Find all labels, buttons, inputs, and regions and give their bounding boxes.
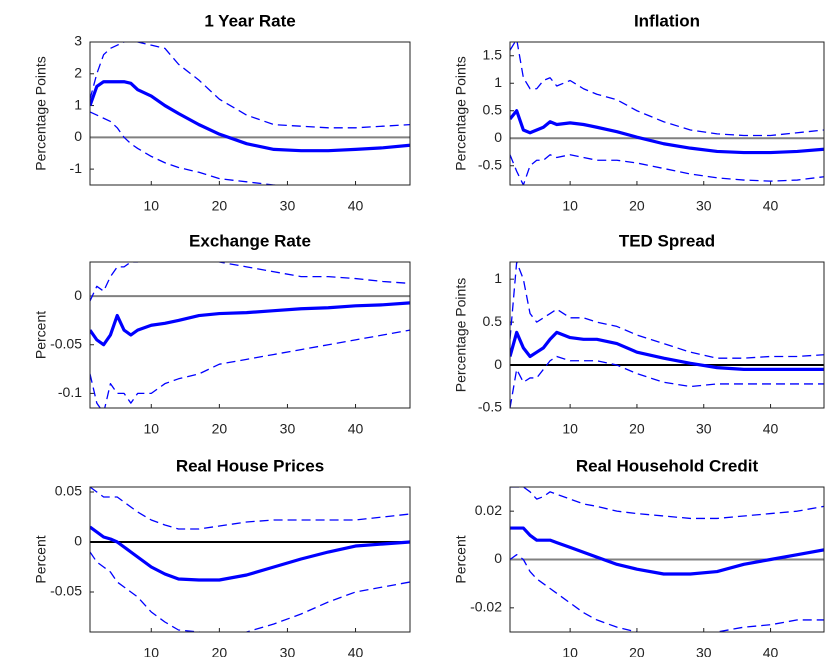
panel: Real Household Credit Percent-0.02 0 0.02 10… [453, 456, 825, 657]
x-tick-label: 20 [212, 645, 228, 657]
y-axis-label: Percentage Points [453, 278, 469, 392]
y-tick-label: -0.05 [50, 583, 82, 599]
y-tick-label: 1.5 [483, 46, 503, 62]
chart-title: Inflation [634, 11, 700, 30]
y-tick-label: 0 [494, 550, 502, 566]
axes-box [509, 261, 825, 409]
band-line [510, 42, 824, 137]
x-tick-label: 40 [763, 198, 779, 214]
panel: Exchange Rate Percent -0.1 -0.05 0 10 20 30 40 [33, 231, 411, 437]
chart-title: 1 Year Rate [204, 11, 295, 30]
x-tick-label: 40 [348, 421, 364, 437]
x-tick-label: 30 [696, 198, 712, 214]
x-tick-label: 20 [212, 421, 228, 437]
y-tick-label: 0 [494, 356, 502, 372]
x-tick-label: 30 [696, 421, 712, 437]
y-tick-label: 2 [74, 64, 82, 80]
plot-area [510, 42, 824, 185]
y-tick-label: -0.1 [58, 384, 82, 400]
chart-title: TED Spread [619, 231, 715, 250]
plot-area [90, 42, 410, 185]
x-tick-label: 40 [763, 421, 779, 437]
panel: Inflation Percentage Points -0.5 0 0.5 1 1.5 10… [453, 11, 825, 214]
y-tick-label: -0.5 [478, 399, 502, 415]
y-tick-label: 0 [494, 129, 502, 145]
y-axis-label: Percent [33, 311, 49, 359]
x-tick-label: 40 [763, 645, 779, 657]
band-line [510, 262, 824, 359]
x-tick-label: 10 [143, 645, 159, 657]
x-tick-label: 10 [143, 421, 159, 437]
band-line [90, 262, 410, 302]
band-line [90, 551, 410, 632]
x-tick-label: 10 [143, 198, 159, 214]
band-line [510, 355, 824, 408]
plot-area [510, 262, 824, 408]
median-line [510, 526, 824, 576]
plot-area [90, 487, 410, 632]
x-tick-label: 30 [280, 421, 296, 437]
x-tick-label: 10 [562, 198, 578, 214]
x-tick-label: 20 [629, 645, 645, 657]
x-tick-label: 20 [212, 198, 228, 214]
y-tick-label: -1 [70, 160, 83, 176]
y-tick-label: 0 [74, 533, 82, 549]
median-line [510, 109, 824, 155]
band-line [90, 329, 410, 408]
y-axis-label: Percent [453, 535, 469, 583]
y-tick-label: -0.5 [478, 156, 502, 172]
chart-title: Real House Prices [176, 456, 324, 475]
band-line [90, 487, 410, 530]
axes-box [89, 261, 411, 409]
y-tick-label: 1 [494, 270, 502, 286]
x-tick-label: 20 [629, 198, 645, 214]
band-line [510, 554, 824, 632]
median-line [90, 80, 410, 153]
x-tick-label: 10 [562, 645, 578, 657]
axes-box [509, 486, 825, 633]
median-line [510, 330, 824, 371]
x-tick-label: 10 [562, 421, 578, 437]
axes-box [89, 486, 411, 633]
median-line [90, 301, 410, 347]
y-tick-label: 0.5 [483, 313, 503, 329]
y-axis-label: Percentage Points [453, 56, 469, 170]
axes-box [509, 41, 825, 186]
x-tick-label: 40 [348, 645, 364, 657]
panel: TED Spread Percentage Points -0.5 0 0.5 1 10 20… [453, 231, 825, 437]
plot-area [510, 487, 824, 632]
panel: 1 Year Rate Percentage Points -1 0 1 2 3 10 20 30… [33, 11, 411, 214]
axes-box [89, 41, 411, 186]
band-line [90, 111, 302, 185]
y-axis-label: Percent [33, 535, 49, 583]
x-tick-label: 20 [629, 421, 645, 437]
x-tick-label: 30 [280, 198, 296, 214]
y-tick-label: 0.02 [475, 502, 502, 518]
x-tick-label: 40 [348, 198, 364, 214]
chart-title: Real Household Credit [576, 456, 759, 475]
y-tick-label: 0.5 [483, 101, 503, 117]
y-tick-label: -0.05 [50, 335, 82, 351]
y-tick-label: 1 [494, 74, 502, 90]
band-line [510, 154, 824, 185]
y-axis-label: Percentage Points [33, 56, 49, 170]
band-line [510, 487, 824, 520]
y-tick-label: 0 [74, 287, 82, 303]
panel: Real House Prices Percent-0.05 0 0.05 10 20 30… [33, 456, 411, 657]
x-tick-label: 30 [696, 645, 712, 657]
plot-area [90, 262, 410, 408]
median-line [90, 525, 410, 582]
y-tick-label: 1 [74, 96, 82, 112]
band-line [90, 42, 410, 129]
y-tick-label: -0.02 [470, 599, 502, 615]
chart-title: Exchange Rate [189, 231, 311, 250]
y-tick-label: 0.05 [55, 483, 82, 499]
y-tick-label: 3 [74, 33, 82, 49]
y-tick-label: 0 [74, 128, 82, 144]
x-tick-label: 30 [280, 645, 296, 657]
